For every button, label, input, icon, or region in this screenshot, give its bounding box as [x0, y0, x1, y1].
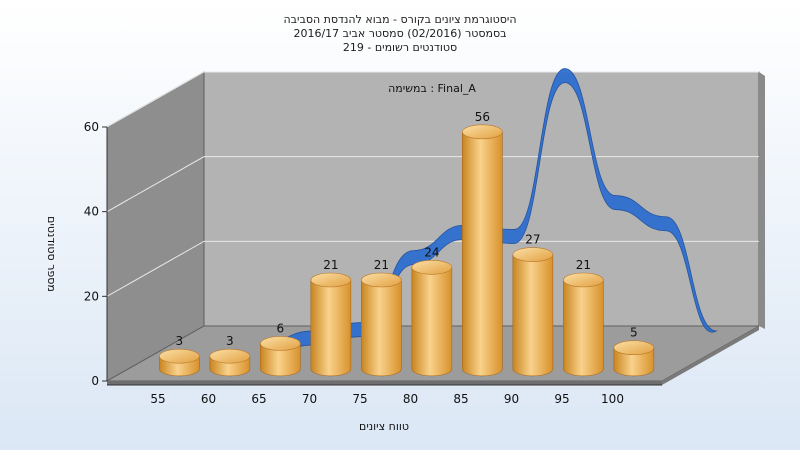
- chart-title-line-1: היסטוגרמת ציונים בקורס - מבוא להנדסת הסב…: [283, 13, 516, 26]
- bar-body: [462, 131, 503, 377]
- gridline: [106, 240, 759, 297]
- title-block: היסטוגרמת ציונים בקורס - מבוא להנדסת הסב…: [283, 13, 516, 54]
- y-axis-label: מספר סטודנטים: [45, 216, 58, 292]
- gridline: [106, 71, 759, 128]
- x-tick-label: 55: [150, 392, 165, 406]
- floor-side-edge: [662, 326, 759, 385]
- y-tick-label: 60: [84, 120, 99, 134]
- x-tick-label: 60: [201, 392, 216, 406]
- bar-60: [209, 348, 251, 377]
- x-axis-label: טווח ציונים: [359, 420, 409, 433]
- bar-65: [260, 336, 301, 377]
- x-tick-label: 65: [251, 392, 266, 406]
- y-tick-label: 40: [84, 205, 99, 219]
- bar-90: [512, 247, 554, 377]
- data-label: 24: [424, 245, 439, 259]
- data-label: 27: [525, 233, 540, 247]
- bar-cap: [209, 348, 251, 364]
- data-label: 56: [475, 110, 490, 124]
- x-tick-label: 85: [453, 392, 468, 406]
- bar-80: [411, 259, 453, 377]
- bar-body: [310, 279, 352, 377]
- x-tick-label: 90: [504, 392, 519, 406]
- bar-55: [159, 348, 200, 377]
- data-label: 6: [277, 322, 285, 336]
- bar-cap: [310, 272, 352, 288]
- bar-cap: [613, 340, 655, 356]
- bar-body: [411, 267, 453, 377]
- data-label: 3: [176, 334, 184, 348]
- bar-cap: [512, 247, 554, 262]
- floor-edge: [107, 381, 662, 385]
- bar-body: [260, 343, 301, 377]
- bar-body: [512, 254, 554, 377]
- data-label: 21: [323, 258, 338, 272]
- bar-100: [613, 340, 655, 377]
- x-tick-label: 100: [601, 392, 624, 406]
- y-tick-label: 0: [91, 374, 99, 388]
- bar-cap: [361, 272, 402, 288]
- bar-body: [563, 279, 604, 377]
- bar-75: [361, 272, 402, 377]
- x-tick-label: 70: [302, 392, 317, 406]
- gridline: [106, 156, 759, 213]
- bar-70: [310, 272, 352, 377]
- bar-95: [563, 272, 604, 377]
- back-wall-edge: [759, 72, 765, 329]
- bar-cap: [411, 259, 453, 275]
- chart-subtitle: במשימה : Final_A: [388, 82, 476, 95]
- bar-body: [613, 347, 655, 377]
- x-tick-label: 80: [403, 392, 418, 406]
- chart-title-line-3: סטודנטים רשומים - 219: [343, 41, 457, 54]
- bar-cap: [563, 272, 604, 288]
- data-label: 3: [226, 334, 234, 348]
- data-label: 5: [630, 326, 638, 340]
- labels: 0 20 40 60 3 55 3 60 6 65 21 70 21 75 24 80 56 85 27 90 21 95…: [84, 110, 638, 406]
- bar-cap: [462, 124, 503, 140]
- y-tick-label: 20: [84, 289, 99, 303]
- bar-85: [462, 124, 503, 377]
- chart-title-line-2: בסמסטר (02/2016) סמסטר אביב 2016/17: [293, 27, 506, 40]
- x-tick-label: 75: [352, 392, 367, 406]
- bar-cap: [159, 348, 200, 364]
- x-tick-label: 95: [554, 392, 569, 406]
- bars: [159, 124, 655, 377]
- data-label: 21: [576, 258, 591, 272]
- bar-body: [361, 279, 402, 377]
- bar-cap: [260, 336, 301, 351]
- data-label: 21: [374, 258, 389, 272]
